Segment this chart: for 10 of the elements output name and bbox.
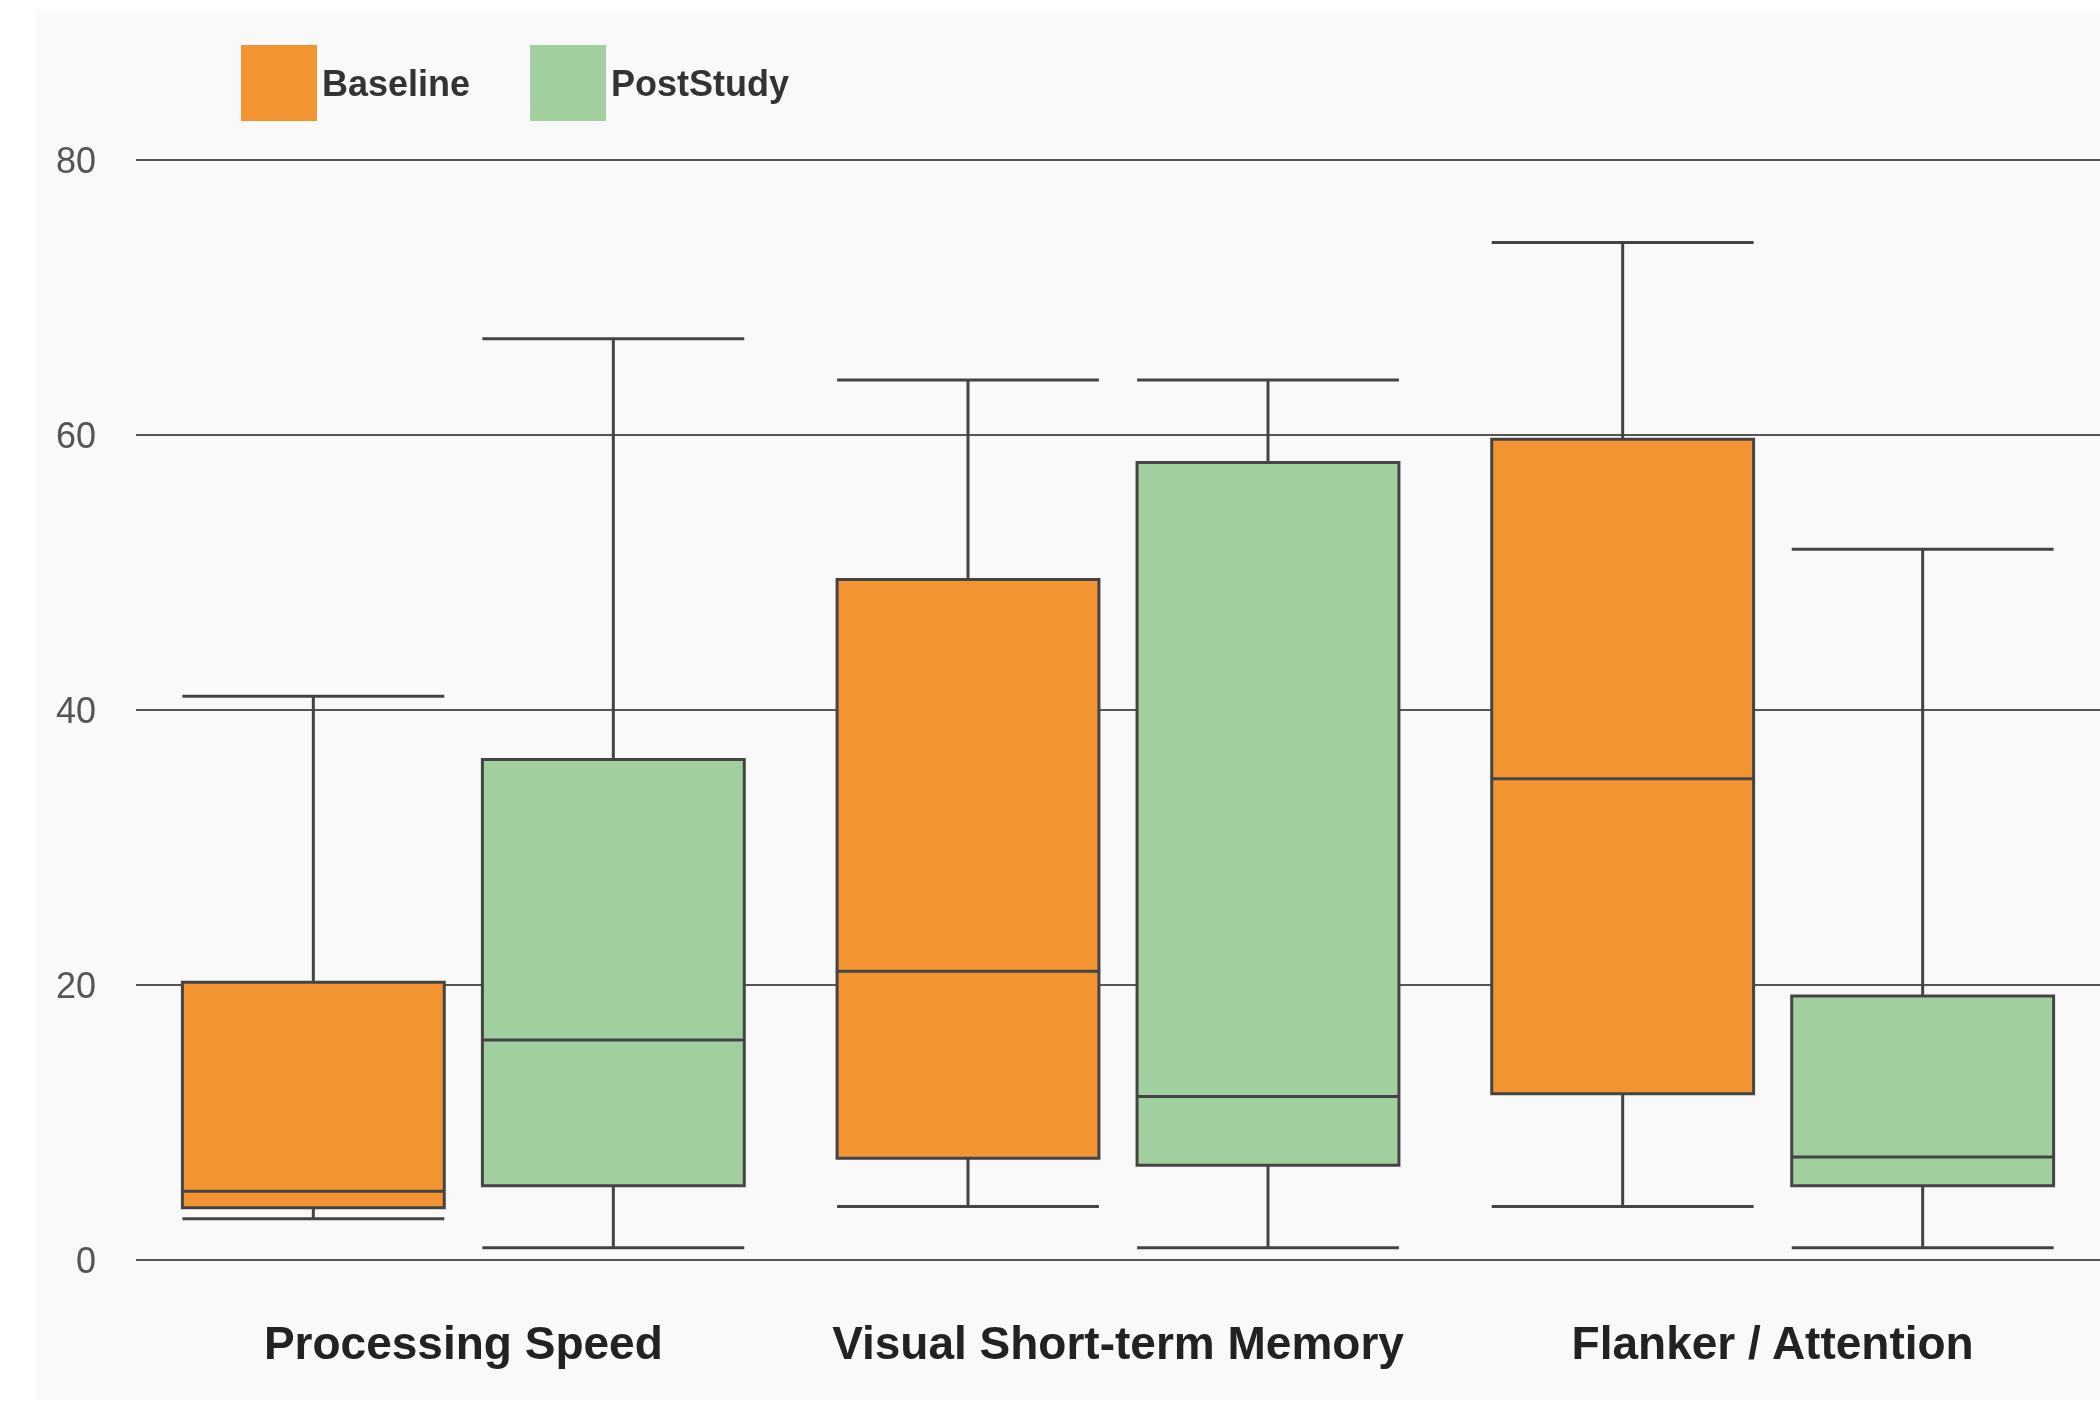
y-tick-label: 20 <box>55 964 96 1006</box>
x-tick-label: Visual Short-term Memory <box>832 1317 1405 1369</box>
y-tick-label: 0 <box>75 1239 96 1281</box>
y-tick-label: 40 <box>55 689 96 731</box>
y-tick-label: 80 <box>55 139 96 181</box>
y-tick-label: 60 <box>55 414 96 456</box>
x-tick-label: Flanker / Attention <box>1571 1317 1974 1369</box>
x-tick-label: Processing Speed <box>263 1317 663 1369</box>
legend-label: PostStudy <box>611 62 790 104</box>
legend-label: Baseline <box>322 62 471 104</box>
